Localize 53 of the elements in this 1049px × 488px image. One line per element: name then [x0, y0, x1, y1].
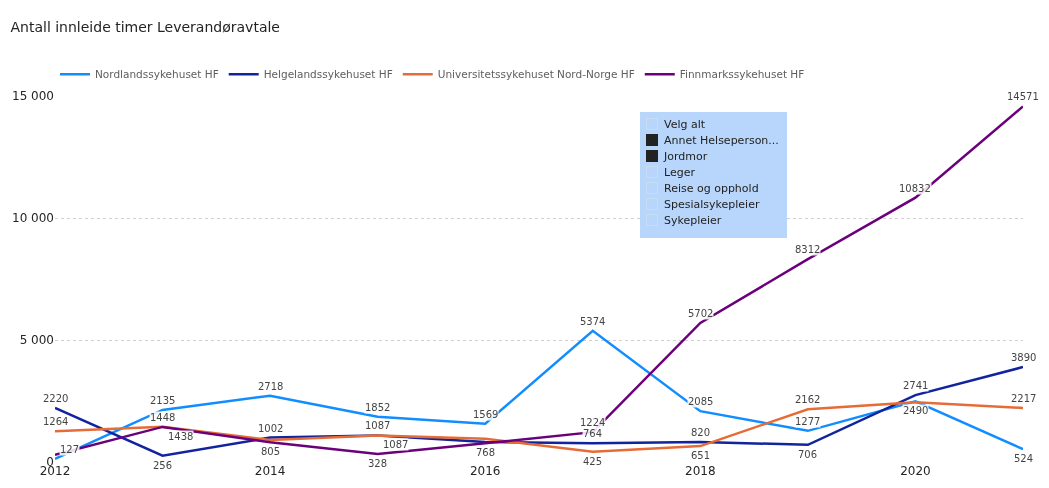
x-tick-label: 2016 [469, 464, 501, 478]
legend-label: Helgelandssykehuset HF [263, 68, 393, 81]
annotation: Sykepleier [664, 213, 722, 227]
y-tick-label: 10 000 [12, 211, 54, 226]
data-label: 1087 [365, 420, 391, 431]
data-label: 706 [798, 449, 818, 460]
data-label: 2085 [688, 396, 714, 407]
data-label: 2741 [903, 380, 929, 391]
data-label: 1569 [473, 409, 499, 420]
data-label: 10832 [899, 183, 931, 194]
annotation: Spesialsykepleier [664, 197, 760, 211]
data-label: 651 [691, 450, 711, 461]
y-tick-label: 5 000 [19, 333, 54, 348]
data-label: 5702 [688, 308, 714, 319]
data-label: 2162 [795, 394, 821, 405]
annotation: Annet Helseperson... [664, 133, 779, 147]
data-label: 5374 [580, 316, 606, 327]
data-label: 425 [583, 456, 603, 467]
data-label: 3890 [1011, 352, 1037, 363]
data-label: 2718 [258, 381, 284, 392]
data-label: 2220 [43, 393, 69, 404]
annotation: Velg alt [664, 117, 706, 131]
legend-label: Finnmarkssykehuset HF [679, 68, 805, 81]
data-label: 256 [153, 460, 173, 471]
data-label: 328 [368, 458, 388, 469]
data-label: 14571 [1007, 91, 1039, 102]
data-label: 805 [261, 446, 281, 457]
annotation: Reise og opphold [664, 181, 759, 195]
legend-label: Nordlandssykehuset HF [95, 68, 219, 81]
data-label: 1002 [258, 423, 284, 434]
data-label: 1087 [383, 439, 409, 450]
x-tick-label: 2020 [900, 464, 931, 478]
data-label: 1438 [168, 431, 194, 442]
data-label: 1277 [795, 416, 821, 427]
data-label: 524 [1014, 453, 1034, 464]
data-label: 2490 [903, 405, 929, 416]
data-label: 1264 [43, 416, 69, 427]
data-label: 820 [691, 427, 711, 438]
data-label: 1448 [150, 412, 176, 423]
x-tick-label: 2018 [685, 464, 716, 478]
chart-title: Antall innleide timer Leverandøravtale [10, 18, 280, 35]
legend-label: Universitetssykehuset Nord-Norge HF [437, 68, 635, 81]
x-tick-label: 2014 [254, 464, 286, 478]
data-label: 1852 [365, 402, 391, 413]
y-tick-label: 15 000 [12, 89, 54, 104]
data-label: 127 [60, 444, 80, 455]
data-label: 2217 [1011, 393, 1037, 404]
data-label: 768 [476, 447, 496, 458]
data-label: 8312 [795, 244, 821, 255]
data-label: 2135 [150, 395, 176, 406]
data-label: 1224 [580, 417, 606, 428]
annotation: Leger [664, 165, 695, 179]
annotation: Jordmor [664, 149, 708, 163]
